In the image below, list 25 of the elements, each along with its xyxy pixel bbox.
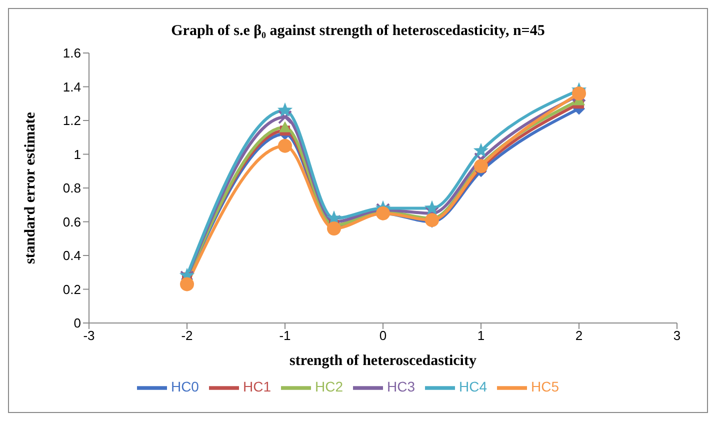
y-tick-label: 0.6 [62, 214, 81, 230]
y-tick-label: 1.2 [62, 113, 81, 128]
y-tick-label: 1.6 [62, 46, 81, 61]
legend-label: HC2 [314, 378, 343, 395]
x-tick-label: -1 [279, 328, 291, 344]
y-tick-label: 1 [74, 146, 81, 162]
y-tick-label: 0 [74, 316, 81, 331]
legend-label: HC4 [459, 378, 488, 395]
y-axis-title: standard error estimate [22, 112, 38, 264]
x-axis-title: strength of heteroscedasticity [290, 353, 477, 369]
x-tick-label: 0 [379, 328, 387, 344]
x-tick-label: 2 [575, 328, 583, 344]
x-tick-label: -2 [181, 328, 193, 344]
legend-label: HC0 [170, 378, 199, 395]
legend-label: HC1 [242, 378, 271, 395]
y-tick-label: 0.2 [62, 282, 81, 297]
x-tick-label: 3 [673, 328, 681, 344]
y-tick-label: 0.8 [62, 180, 81, 196]
x-tick-label: -3 [83, 328, 95, 344]
legend-label: HC3 [387, 378, 416, 395]
x-tick-label: 1 [477, 328, 485, 344]
y-tick-label: 1.4 [62, 79, 81, 94]
legend-label: HC5 [531, 378, 560, 395]
y-tick-label: 0.4 [62, 248, 81, 264]
chart-title: Graph of s.e β₀ against strength of heteroscedasticity, n=45 [170, 23, 546, 41]
